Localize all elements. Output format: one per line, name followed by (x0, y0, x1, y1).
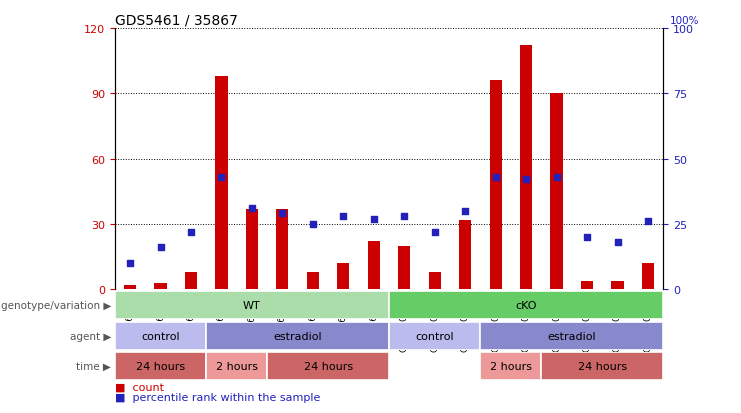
Bar (268, 352, 389, 380)
Bar (115, 292, 389, 320)
Bar (542, 352, 663, 380)
Point (490, 174, 502, 181)
Text: 24 hours: 24 hours (304, 361, 353, 371)
Point (611, 239, 623, 246)
Bar (246, 209, 258, 290)
Point (551, 174, 562, 181)
Text: ■  percentile rank within the sample: ■ percentile rank within the sample (115, 392, 320, 402)
Point (276, 211, 288, 217)
Text: agent ▶: agent ▶ (70, 331, 111, 341)
Bar (307, 272, 319, 290)
Bar (115, 322, 206, 350)
Bar (480, 352, 542, 380)
Text: estradiol: estradiol (273, 331, 322, 341)
Bar (276, 209, 288, 290)
Point (399, 213, 411, 220)
Text: genotype/variation ▶: genotype/variation ▶ (1, 301, 111, 311)
Text: 24 hours: 24 hours (136, 361, 185, 371)
Bar (398, 246, 411, 290)
Text: time ▶: time ▶ (76, 361, 111, 371)
Text: control: control (416, 331, 454, 341)
Bar (389, 322, 480, 350)
Point (642, 218, 654, 225)
Text: 2 hours: 2 hours (216, 361, 258, 371)
Bar (389, 292, 663, 320)
Point (124, 260, 136, 267)
Bar (551, 94, 562, 290)
Bar (368, 242, 380, 290)
Bar (490, 81, 502, 290)
Point (307, 221, 319, 228)
Point (185, 229, 197, 235)
Bar (185, 272, 197, 290)
Point (216, 174, 227, 181)
Bar (216, 77, 227, 290)
Point (246, 205, 258, 212)
Bar (115, 352, 206, 380)
Bar (520, 46, 532, 290)
Text: cKO: cKO (515, 301, 537, 311)
Bar (206, 322, 389, 350)
Bar (581, 281, 593, 290)
Text: 100%: 100% (670, 16, 700, 26)
Bar (428, 272, 441, 290)
Point (337, 213, 349, 220)
Bar (480, 322, 663, 350)
Text: WT: WT (243, 301, 261, 311)
Text: 24 hours: 24 hours (578, 361, 627, 371)
Text: control: control (142, 331, 180, 341)
Bar (459, 220, 471, 290)
Bar (124, 285, 136, 290)
Point (429, 229, 441, 235)
Bar (337, 263, 350, 290)
Bar (206, 352, 268, 380)
Point (368, 216, 379, 223)
Point (459, 208, 471, 215)
Bar (642, 263, 654, 290)
Text: GDS5461 / 35867: GDS5461 / 35867 (115, 14, 238, 28)
Bar (611, 281, 624, 290)
Bar (154, 283, 167, 290)
Point (581, 234, 593, 241)
Text: 2 hours: 2 hours (490, 361, 532, 371)
Point (155, 244, 167, 251)
Point (520, 177, 532, 183)
Text: estradiol: estradiol (548, 331, 596, 341)
Text: ■  count: ■ count (115, 382, 164, 392)
